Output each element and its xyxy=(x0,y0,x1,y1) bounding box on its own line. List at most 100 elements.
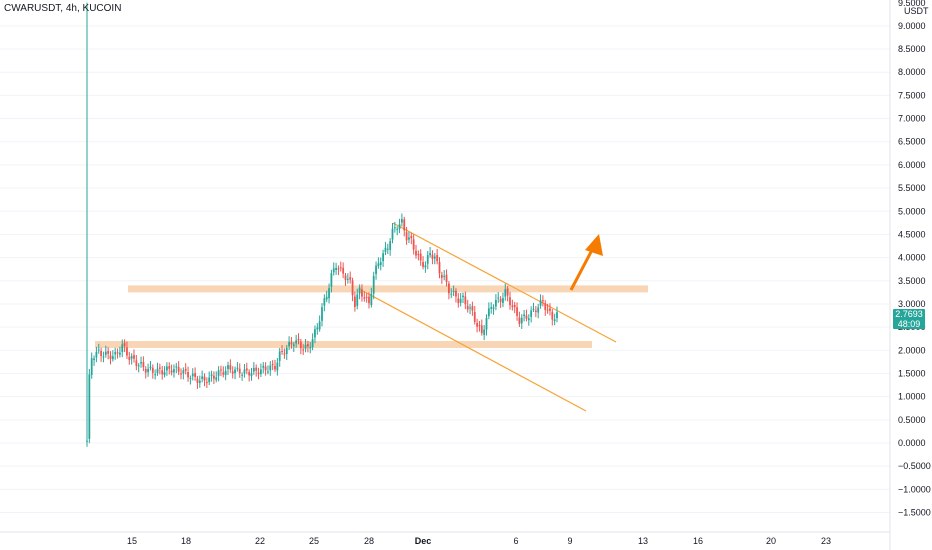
descending-channel xyxy=(362,222,617,412)
channel-line xyxy=(392,222,617,343)
support-zone xyxy=(95,341,592,348)
candle-body xyxy=(123,342,126,347)
candle-body xyxy=(382,253,384,262)
candle-body xyxy=(398,224,401,229)
x-tick-label: Dec xyxy=(415,536,432,546)
candle-body xyxy=(445,274,448,283)
candle-body xyxy=(408,237,410,240)
y-tick-label: 8.0000 xyxy=(898,67,926,77)
candle-body xyxy=(372,275,375,294)
y-tick-label: 4.5000 xyxy=(898,229,926,239)
candle-body xyxy=(128,356,131,360)
candle-body xyxy=(412,239,415,250)
candle-body xyxy=(330,273,333,287)
candle-body xyxy=(492,307,495,309)
candle-body xyxy=(405,232,408,241)
candle-body xyxy=(187,372,189,378)
candle-body xyxy=(422,262,424,267)
candle-body xyxy=(431,254,434,259)
x-tick-label: 13 xyxy=(638,536,648,546)
last-price-value: 2.7693 xyxy=(895,309,923,319)
candle-body xyxy=(314,329,316,338)
candle-body xyxy=(238,368,241,374)
candle-body xyxy=(490,307,493,309)
candle-body xyxy=(307,344,309,347)
candle-body xyxy=(424,265,427,268)
candle-body xyxy=(323,298,326,306)
candle-body xyxy=(248,371,251,376)
candle-body xyxy=(464,296,467,305)
x-tick-label: 23 xyxy=(821,536,831,546)
candle-body xyxy=(119,352,121,355)
candle-body xyxy=(107,351,110,354)
candle-body xyxy=(90,358,93,375)
candle-body xyxy=(184,368,187,371)
candle-body xyxy=(217,370,220,376)
candle-body xyxy=(485,317,488,330)
x-tick-label: 18 xyxy=(181,536,191,546)
candle-body xyxy=(544,303,547,310)
candle-body xyxy=(121,344,124,353)
y-tick-label: 5.5000 xyxy=(898,183,926,193)
candle-body xyxy=(506,288,509,296)
candle-body xyxy=(495,299,497,307)
candle-body xyxy=(140,362,142,364)
candle-body xyxy=(191,373,194,377)
candle-body xyxy=(177,366,180,372)
candle-body xyxy=(332,268,335,273)
candle-body xyxy=(175,366,178,368)
candle-body xyxy=(504,289,507,297)
candle-body xyxy=(419,253,422,261)
y-tick-label: 9.0000 xyxy=(898,21,926,31)
candle-body xyxy=(487,308,490,317)
candle-body xyxy=(415,250,417,256)
candle-body xyxy=(328,288,330,299)
candle-body xyxy=(532,308,535,310)
candle-body xyxy=(151,367,154,373)
candle-body xyxy=(462,295,464,298)
candle-body xyxy=(158,367,161,369)
candle-body xyxy=(525,315,528,319)
candle-body xyxy=(297,338,300,341)
candle-body xyxy=(189,377,192,379)
candle-body xyxy=(86,440,88,442)
candle-body xyxy=(358,287,361,294)
candle-body xyxy=(102,356,105,358)
candle-body xyxy=(391,228,394,240)
y-tick-label: 7.0000 xyxy=(898,114,926,124)
candle-body xyxy=(111,356,114,360)
time-axis-ticks: 15 18 22 25 28 Dec 6 9 13 16 20 23 xyxy=(127,536,831,546)
candle-body xyxy=(182,370,185,374)
candle-body xyxy=(309,346,312,349)
candle-body xyxy=(452,291,455,293)
candle-body xyxy=(116,352,119,354)
candle-body xyxy=(539,300,542,306)
candle-body xyxy=(220,369,222,371)
candle-body xyxy=(480,325,483,334)
candle-body xyxy=(241,374,243,376)
candle-body xyxy=(499,298,502,302)
candle-body xyxy=(100,350,102,356)
y-tick-label: 3.5000 xyxy=(898,276,926,286)
candle-body xyxy=(410,235,413,239)
candle-body xyxy=(104,351,107,355)
candle-body xyxy=(497,297,500,299)
candle-body xyxy=(231,371,234,374)
candle-body xyxy=(365,296,368,298)
candle-body xyxy=(260,369,262,375)
candle-body xyxy=(523,314,525,317)
candle-body xyxy=(339,267,342,269)
candle-body xyxy=(154,374,157,376)
candle-body xyxy=(534,310,537,312)
candle-body xyxy=(196,378,199,383)
candle-body xyxy=(88,374,91,439)
y-tick-label: −1.5000 xyxy=(898,508,931,518)
candles xyxy=(86,2,558,447)
projection-arrow xyxy=(569,234,603,291)
x-tick-label: 16 xyxy=(693,536,703,546)
candle-body xyxy=(403,219,406,231)
candle-body xyxy=(478,325,481,327)
candle-body xyxy=(377,263,380,267)
